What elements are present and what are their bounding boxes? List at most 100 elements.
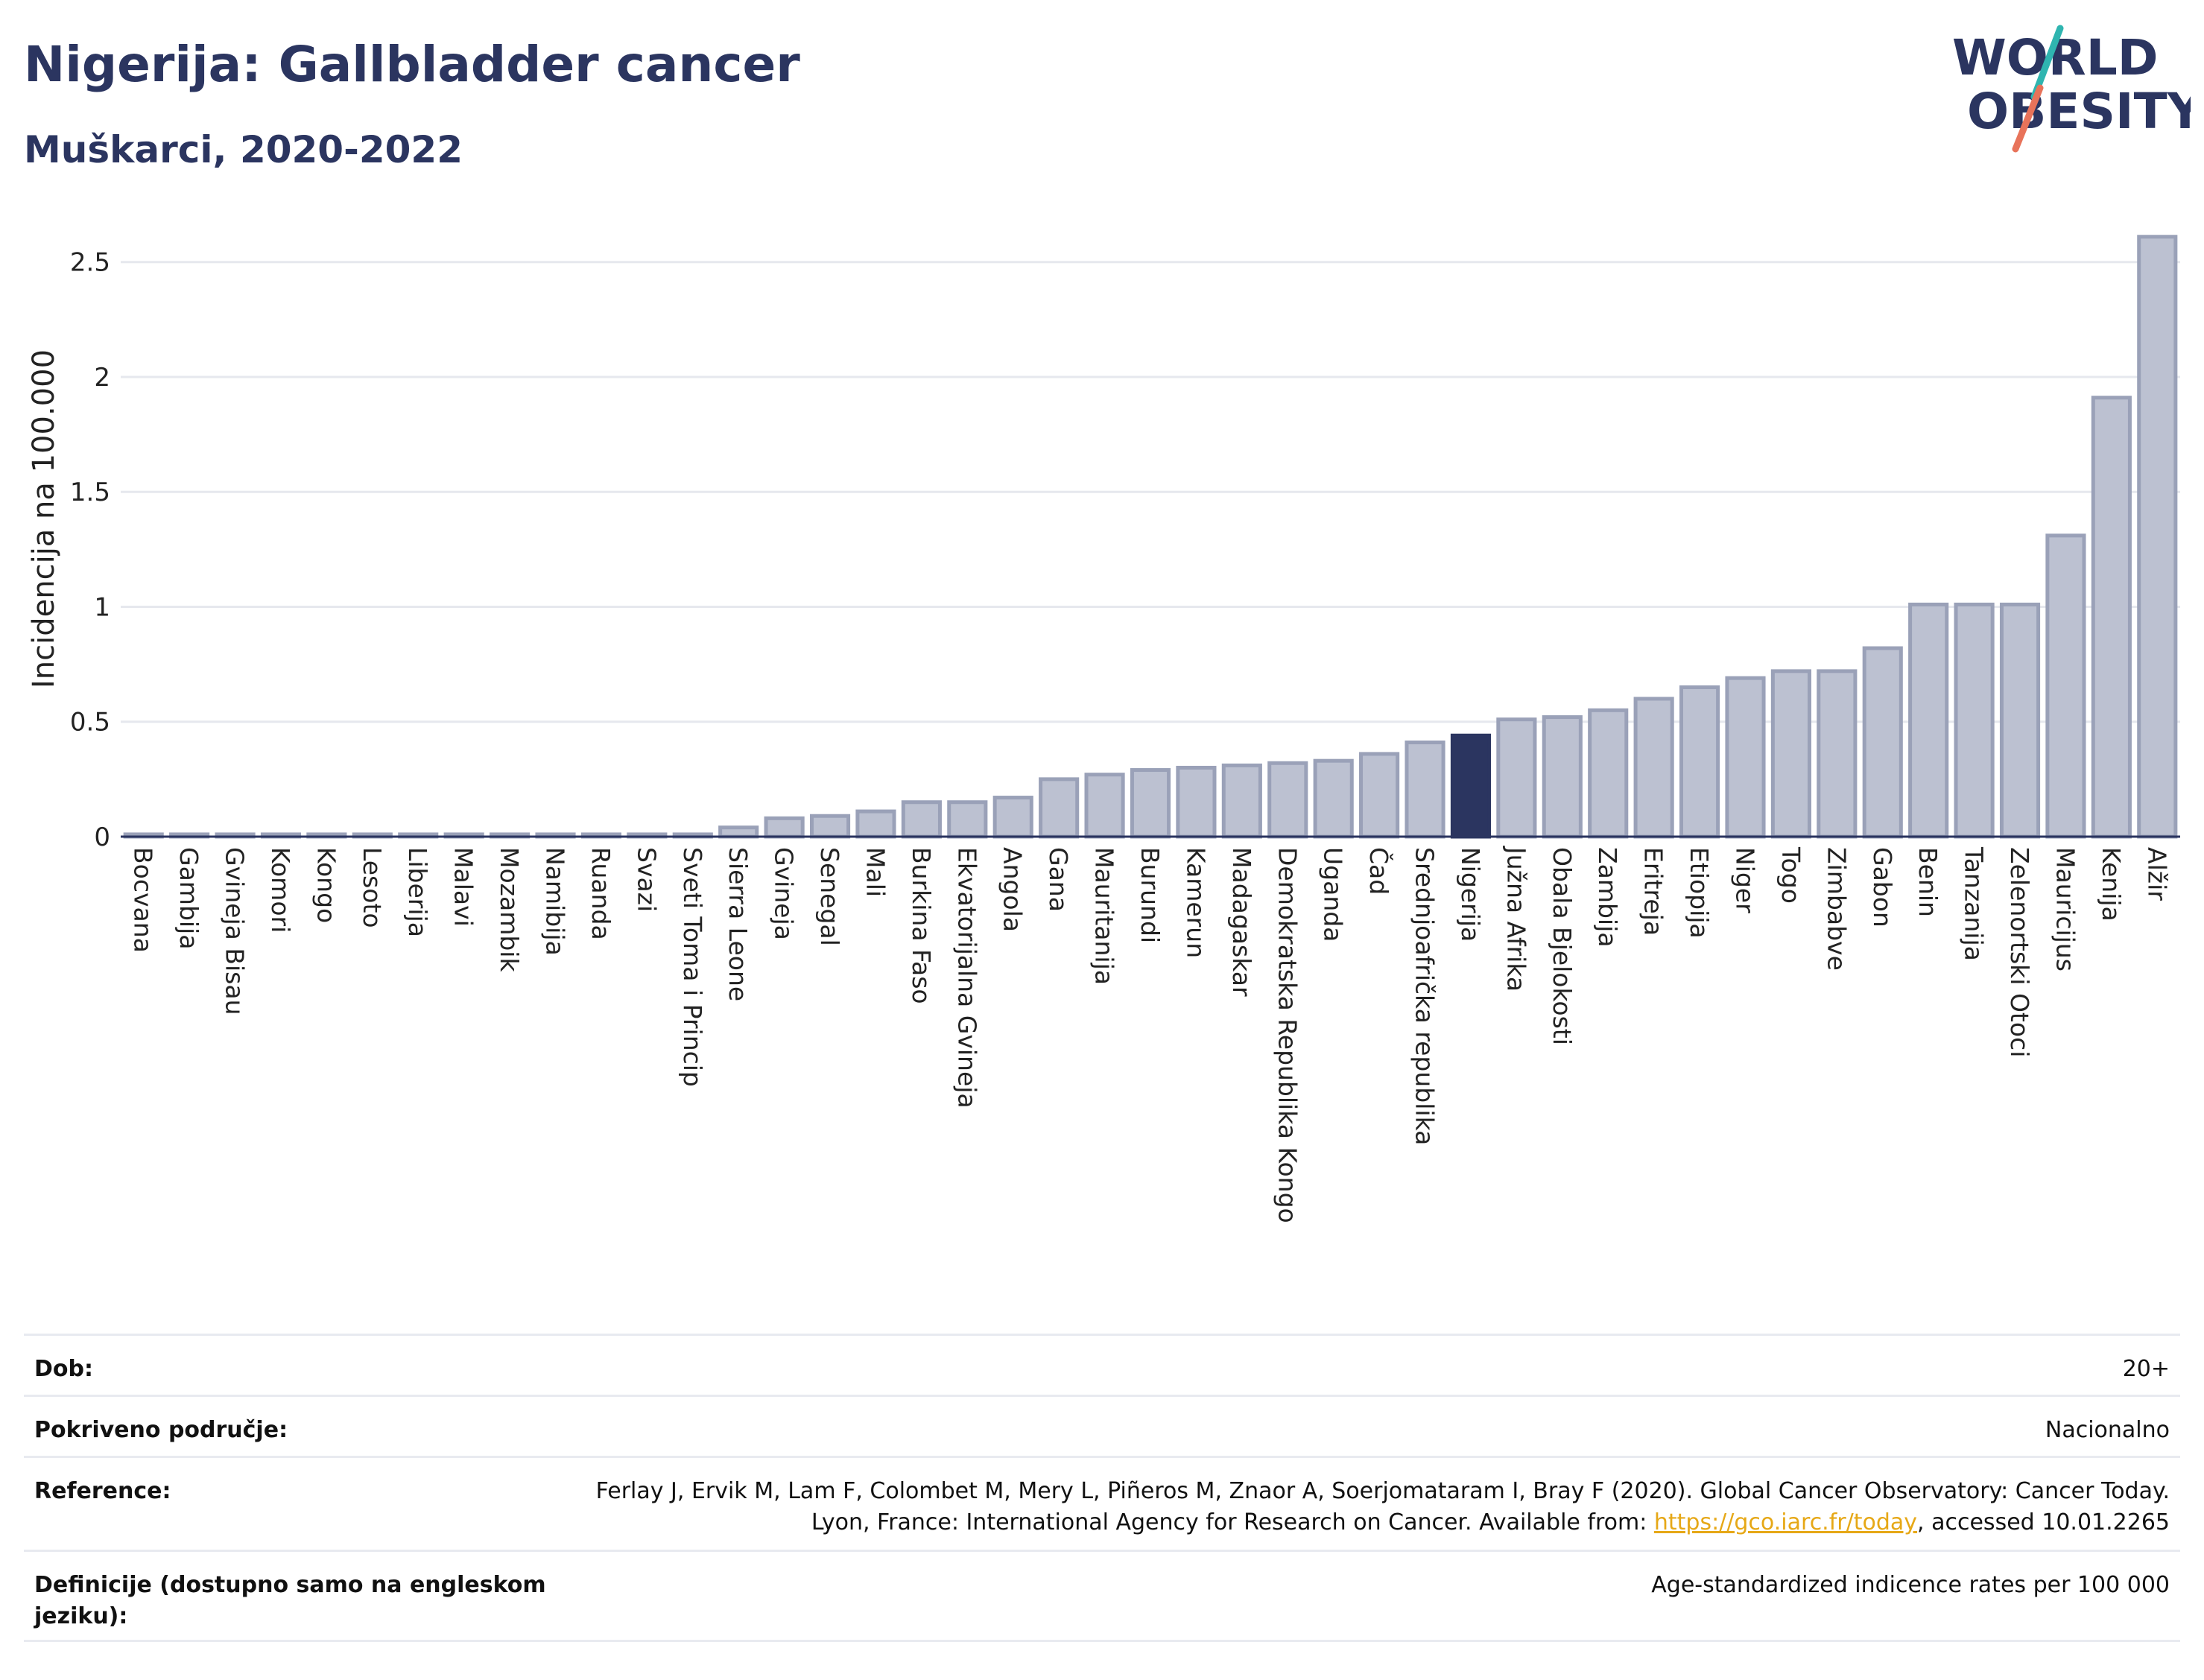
bar bbox=[718, 825, 759, 839]
x-tick-label: Liberija bbox=[403, 847, 432, 937]
x-tick-label: Etiopija bbox=[1685, 847, 1714, 939]
x-tick-label: Burkina Faso bbox=[907, 847, 936, 1004]
bar bbox=[1817, 669, 1858, 839]
y-tick-label: 2 bbox=[94, 363, 110, 393]
world-obesity-logo: WORLD OBESITY bbox=[1952, 25, 2191, 153]
reference-text-2: , accessed 10.01.2265 bbox=[1917, 1509, 2170, 1535]
x-axis-labels: Bocvana Gambija Gvineja Bisau Komori Kongo Le… bbox=[129, 846, 2172, 1223]
bar bbox=[1770, 669, 1811, 839]
x-tick-label: Mauricijus bbox=[2051, 847, 2080, 971]
info-row-definitions: Definicije (dostupno samo na engleskom j… bbox=[24, 1550, 2180, 1642]
bar bbox=[1084, 773, 1125, 839]
x-tick-label: Obala Bjelokosti bbox=[1548, 847, 1577, 1045]
x-tick-label: Komori bbox=[266, 847, 295, 933]
bar bbox=[1359, 752, 1400, 839]
bar bbox=[901, 800, 942, 839]
y-tick-label: 1.5 bbox=[70, 478, 110, 507]
x-tick-label: Bocvana bbox=[129, 847, 158, 953]
x-tick-label: Sierra Leone bbox=[723, 847, 753, 1001]
bar bbox=[2137, 235, 2178, 839]
x-tick-label: Zelenortski Otoci bbox=[2005, 847, 2034, 1057]
coverage-value: Nacionalno bbox=[2045, 1417, 2170, 1443]
x-tick-label: Srednjoafrička republika bbox=[1410, 847, 1440, 1145]
bar bbox=[1542, 715, 1583, 839]
x-tick-label: Alžir bbox=[2142, 847, 2171, 901]
x-tick-label: Nigerija bbox=[1456, 847, 1485, 942]
x-tick-label: Kamerun bbox=[1181, 847, 1210, 958]
x-tick-label: Namibija bbox=[541, 847, 570, 956]
bar-highlight bbox=[1450, 733, 1492, 839]
y-tick-label: 1 bbox=[94, 592, 110, 622]
x-tick-label: Svazi bbox=[632, 847, 661, 912]
x-tick-label: Madagaskar bbox=[1227, 847, 1256, 997]
reference-link[interactable]: https://gco.iarc.fr/today bbox=[1653, 1509, 1918, 1535]
bar bbox=[1176, 765, 1217, 839]
info-row-reference: Reference: Ferlay J, Ervik M, Lam F, Col… bbox=[24, 1456, 2180, 1550]
logo-word-obesity: OBESITY bbox=[1967, 83, 2191, 140]
x-tick-label: Južna Afrika bbox=[1501, 846, 1530, 992]
logo-slash-coral bbox=[2012, 84, 2044, 153]
bar bbox=[1908, 602, 1949, 839]
bar bbox=[764, 816, 805, 839]
bar bbox=[1999, 602, 2041, 839]
reference-text-1: Ferlay J, Ervik M, Lam F, Colombet M, Me… bbox=[595, 1478, 2170, 1535]
x-tick-label: Tanzanija bbox=[1960, 846, 1989, 961]
bar-chart: 0 0.5 1 1.5 2 2.5 Bocvana Gambija Gvineja Bisau… bbox=[27, 235, 2180, 1223]
chart-title: Nigerija: Gallbladder cancer bbox=[24, 36, 800, 93]
bar bbox=[1267, 761, 1308, 839]
bar bbox=[1221, 763, 1262, 839]
info-row-coverage: Pokriveno područje: Nacionalno bbox=[24, 1395, 2180, 1456]
x-tick-label: Uganda bbox=[1319, 847, 1348, 942]
bar bbox=[1405, 741, 1445, 839]
bar bbox=[1954, 602, 1995, 839]
info-row-age: Dob: 20+ bbox=[24, 1334, 2180, 1395]
x-tick-label: Gvineja bbox=[770, 847, 799, 940]
bar bbox=[1039, 777, 1080, 839]
age-label: Dob: bbox=[34, 1356, 93, 1382]
x-tick-label: Ruanda bbox=[586, 847, 615, 940]
bar bbox=[809, 814, 851, 839]
x-tick-label: Angola bbox=[998, 847, 1027, 932]
x-tick-label: Gambija bbox=[174, 847, 203, 949]
x-tick-label: Zambija bbox=[1593, 847, 1622, 947]
bar bbox=[2045, 533, 2086, 839]
reference-value: Ferlay J, Ervik M, Lam F, Colombet M, Me… bbox=[568, 1476, 2170, 1538]
x-tick-label: Sveti Toma i Princip bbox=[678, 847, 707, 1087]
x-tick-label: Burundi bbox=[1136, 847, 1165, 943]
info-table: Dob: 20+ Pokriveno područje: Nacionalno … bbox=[24, 1334, 2180, 1642]
x-tick-label: Demokratska Republika Kongo bbox=[1273, 847, 1302, 1223]
bar bbox=[2091, 396, 2132, 839]
bar bbox=[1588, 708, 1629, 839]
x-tick-label: Kenija bbox=[2097, 847, 2126, 922]
reference-label: Reference: bbox=[34, 1478, 171, 1504]
x-tick-label: Gvineja Bisau bbox=[221, 847, 250, 1015]
x-tick-label: Togo bbox=[1776, 846, 1805, 904]
x-tick-label: Mali bbox=[861, 847, 890, 897]
definitions-label: Definicije (dostupno samo na engleskom j… bbox=[34, 1572, 546, 1629]
bar bbox=[947, 800, 988, 839]
x-tick-label: Čad bbox=[1364, 847, 1394, 895]
x-tick-label: Benin bbox=[1913, 847, 1942, 917]
x-tick-label: Malavi bbox=[449, 847, 478, 927]
bar bbox=[1862, 646, 1903, 839]
x-tick-label: Gabon bbox=[1868, 847, 1897, 928]
x-tick-label: Mozambik bbox=[495, 847, 524, 972]
x-tick-label: Ekvatorijalna Gvineja bbox=[952, 847, 981, 1109]
x-tick-label: Senegal bbox=[815, 847, 844, 946]
x-tick-label: Lesoto bbox=[358, 847, 387, 928]
x-tick-label: Eritreja bbox=[1639, 847, 1668, 936]
x-tick-label: Mauritanija bbox=[1090, 847, 1119, 985]
y-tick-label: 2.5 bbox=[70, 248, 110, 278]
coverage-label: Pokriveno područje: bbox=[34, 1417, 288, 1443]
bars bbox=[123, 235, 2178, 839]
bar bbox=[855, 809, 896, 839]
bar bbox=[992, 796, 1033, 839]
y-axis-ticks: 0 0.5 1 1.5 2 2.5 bbox=[70, 248, 110, 852]
y-tick-label: 0.5 bbox=[70, 708, 110, 738]
chart-subtitle: Muškarci, 2020-2022 bbox=[24, 128, 463, 171]
y-tick-label: 0 bbox=[94, 822, 110, 852]
bar bbox=[1679, 685, 1720, 839]
x-tick-label: Kongo bbox=[311, 847, 341, 923]
bar bbox=[1725, 676, 1766, 839]
y-axis-title: Incidencija na 100.000 bbox=[27, 349, 61, 688]
